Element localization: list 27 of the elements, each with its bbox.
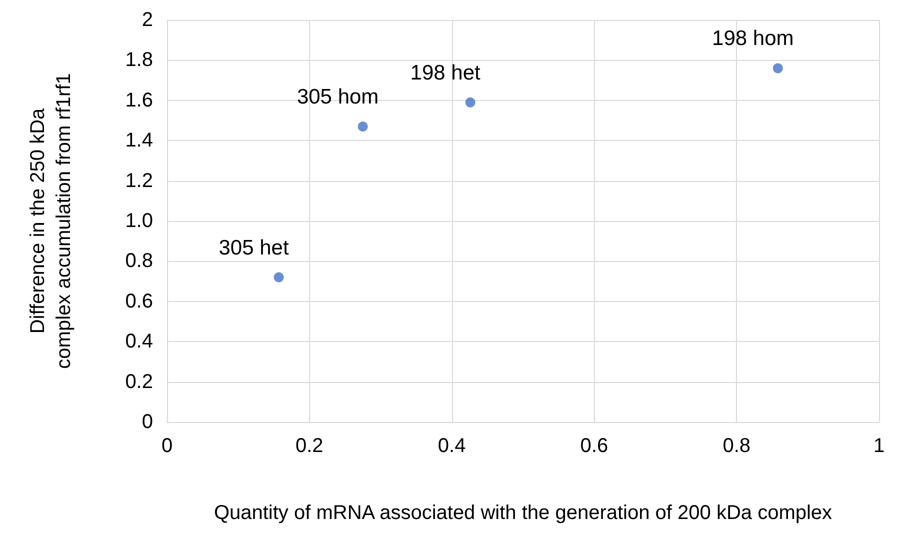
point xyxy=(772,63,783,74)
x-tick-label: 0.4 xyxy=(438,435,466,457)
y-tick-label: 0.4 xyxy=(125,330,153,353)
annotation: 305 het xyxy=(218,236,289,260)
point xyxy=(465,97,476,108)
point xyxy=(274,272,284,282)
y-tick-label: 1.6 xyxy=(125,89,153,112)
y-tick-label: 0.6 xyxy=(125,290,153,312)
x-tick-label: 0 xyxy=(161,435,173,457)
y-tick-label: 0 xyxy=(142,411,153,433)
y-tick-label: 1.2 xyxy=(125,170,153,192)
y-tick-label: 1.8 xyxy=(125,49,153,72)
y-tick-label: 0.2 xyxy=(125,370,153,393)
x-tick-label: 1 xyxy=(873,435,885,457)
y-axis-title: Difference in the 250 kDa complex accumulation from rf1rf1 xyxy=(27,73,75,369)
x-tick-label: 0.8 xyxy=(722,435,751,457)
y-tick-label: 1.4 xyxy=(125,130,153,152)
y-tick-label: 1.0 xyxy=(125,210,153,232)
y-tick-label: 0.8 xyxy=(125,250,153,272)
x-tick-label: 0.6 xyxy=(580,435,608,457)
y-tick-label: 2 xyxy=(142,9,153,31)
x-tick-label: 0.2 xyxy=(295,435,324,457)
annotation: 198 hom xyxy=(712,27,794,50)
x-axis-title: Quantity of mRNA associated with the generation of 200 kDa complex xyxy=(214,502,832,524)
point xyxy=(358,122,368,132)
annotation: 305 hom xyxy=(296,86,379,109)
annotation: 198 het xyxy=(410,61,481,84)
